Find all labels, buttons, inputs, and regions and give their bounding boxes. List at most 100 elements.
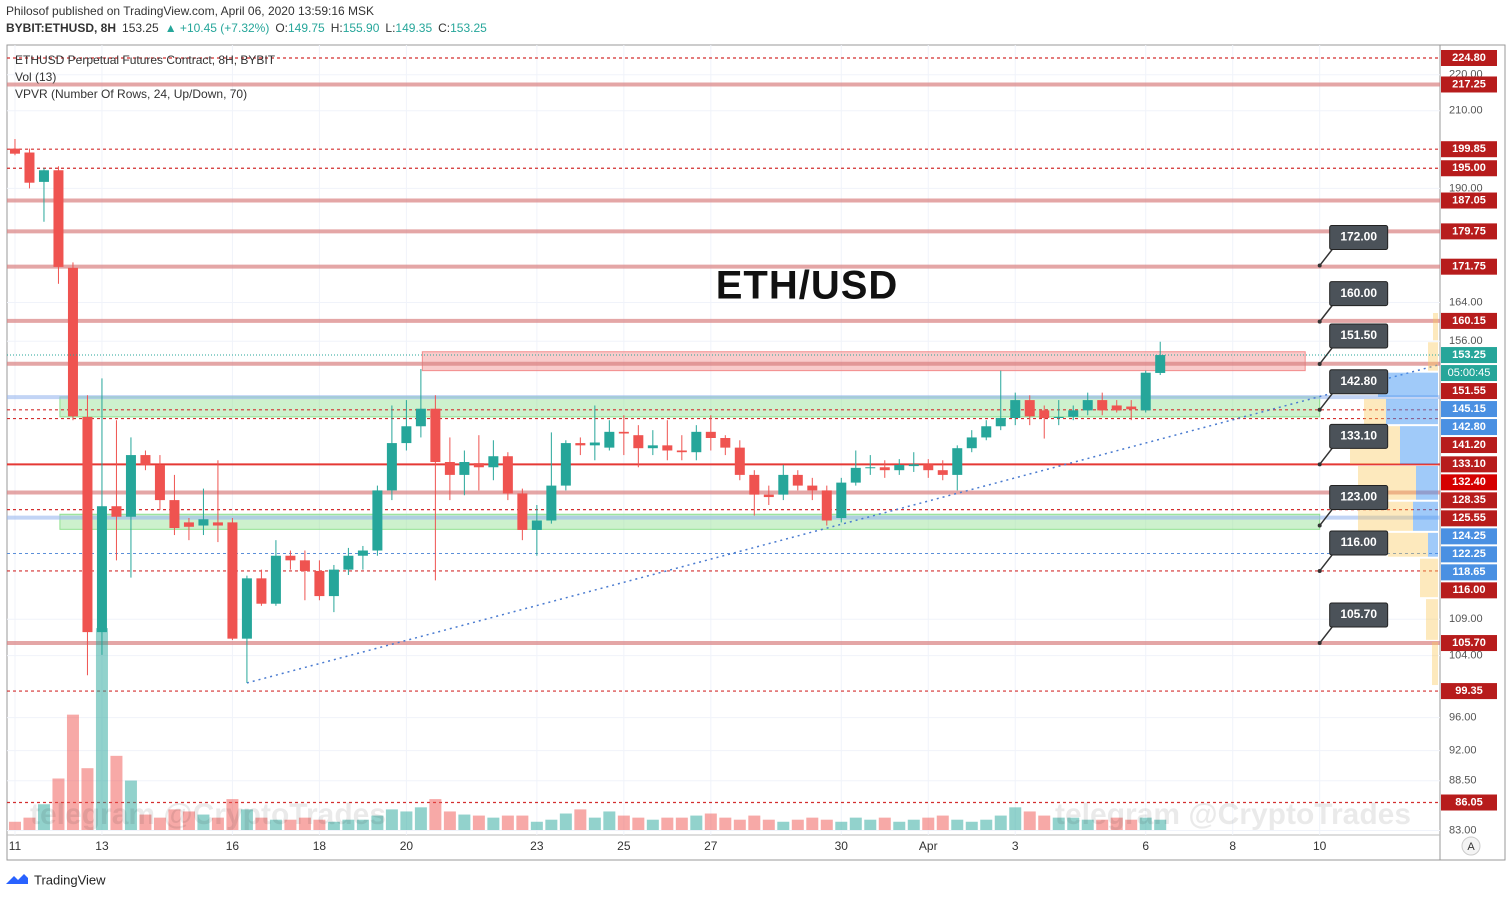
candle-body (401, 426, 412, 444)
callout-box (1329, 225, 1389, 251)
price-label-box (1441, 635, 1497, 652)
candle-body (807, 485, 818, 491)
x-tick-label: 25 (617, 839, 631, 853)
volume-bar (1023, 811, 1036, 830)
volume-bar (951, 819, 964, 830)
price-label: 142.80 (1452, 421, 1486, 433)
candle-body (212, 522, 223, 526)
callout-pointer (1319, 345, 1335, 365)
price-label-box (1441, 347, 1497, 364)
candle-body (778, 474, 789, 495)
volume-bar (632, 817, 645, 830)
volume-bar (878, 817, 891, 830)
candle-body (256, 578, 267, 604)
ohlc-value: 155.90 (343, 21, 380, 35)
volume-bar (211, 817, 224, 830)
ohlc-key: C: (438, 21, 450, 35)
callout-dot (1317, 523, 1322, 528)
candle-body (459, 462, 470, 475)
callout-pointer (1319, 303, 1335, 323)
volume-bar (1096, 819, 1109, 830)
volume-bar (298, 817, 311, 830)
countdown-box (1441, 365, 1497, 382)
volume-bar (661, 817, 674, 830)
price-label: 224.80 (1452, 52, 1486, 64)
auto-scale-button[interactable] (1461, 836, 1481, 856)
volume-bar (690, 815, 703, 830)
candle-body (850, 467, 861, 483)
volume-bar (588, 817, 601, 830)
price-label: 179.75 (1452, 225, 1486, 237)
candle-body (618, 431, 629, 434)
candle-body (430, 408, 441, 463)
volume-bar (472, 815, 485, 830)
candle-body (1053, 416, 1064, 418)
price-label: 122.25 (1452, 548, 1486, 560)
candle-body (821, 490, 832, 521)
price-label-box (1441, 419, 1497, 436)
callout-pointer (1319, 507, 1335, 526)
candle-body (1155, 355, 1166, 373)
volume-bar (820, 819, 833, 830)
price-label-box (1441, 312, 1497, 329)
volume-bar (748, 815, 761, 830)
zone (421, 351, 1306, 372)
candle-body (357, 550, 368, 556)
trend-line (246, 363, 1441, 684)
candle-body (24, 152, 35, 183)
vpvr-down (1426, 599, 1438, 640)
candle-body (836, 482, 847, 518)
x-tick-label: 8 (1229, 839, 1236, 853)
price-label-box (1441, 258, 1497, 275)
price-label-box (1441, 223, 1497, 240)
price-label: 195.00 (1452, 162, 1486, 174)
candle-body (502, 456, 513, 494)
price-label: 124.25 (1452, 530, 1486, 542)
volume-bar (1154, 819, 1167, 830)
volume-bar (153, 817, 166, 830)
volume-bar (371, 815, 384, 830)
y-tick-label: 104.00 (1449, 650, 1483, 662)
price-label-box (1441, 528, 1497, 545)
volume-bar (893, 821, 906, 830)
volume-bar (1009, 807, 1022, 830)
x-tick-label: 10 (1313, 839, 1327, 853)
volume-bar (646, 819, 659, 830)
price-label: 217.25 (1452, 78, 1486, 90)
callout-pointer (1319, 624, 1335, 644)
candle-body (1140, 372, 1151, 411)
x-tick-label: 13 (95, 839, 109, 853)
candle-body (1039, 410, 1050, 418)
volume-bar (559, 813, 572, 830)
price-label: 132.40 (1452, 476, 1486, 488)
ohlc-value: 149.75 (288, 21, 325, 35)
volume-bar (356, 819, 369, 830)
volume-bar (1125, 819, 1138, 830)
candle-body (53, 170, 64, 267)
auto-scale-label[interactable]: A (1467, 841, 1475, 853)
candle-body (633, 435, 644, 449)
candle-body (125, 455, 136, 517)
volume-bar (458, 814, 471, 830)
volume-bar (1067, 817, 1080, 830)
volume-bar (965, 821, 978, 830)
candle-body (662, 445, 673, 451)
price-label-box (1441, 492, 1497, 509)
vpvr-up (1413, 501, 1438, 531)
volume-bar (574, 809, 587, 830)
volume-bar (994, 815, 1007, 830)
candle-body (183, 522, 194, 527)
callout-label: 133.10 (1340, 429, 1377, 443)
candle-body (952, 448, 963, 475)
callout-pointer (1319, 552, 1335, 572)
volume-bar (719, 817, 732, 830)
volume-bar (545, 819, 558, 830)
volume-bar (733, 819, 746, 830)
candle-body (314, 570, 325, 597)
candle-body (67, 267, 78, 417)
volume-bar (1110, 817, 1123, 830)
callout-dot (1317, 319, 1322, 324)
vpvr-down (1388, 532, 1428, 557)
candle-body (140, 455, 151, 465)
vpvr-down (1420, 558, 1438, 598)
